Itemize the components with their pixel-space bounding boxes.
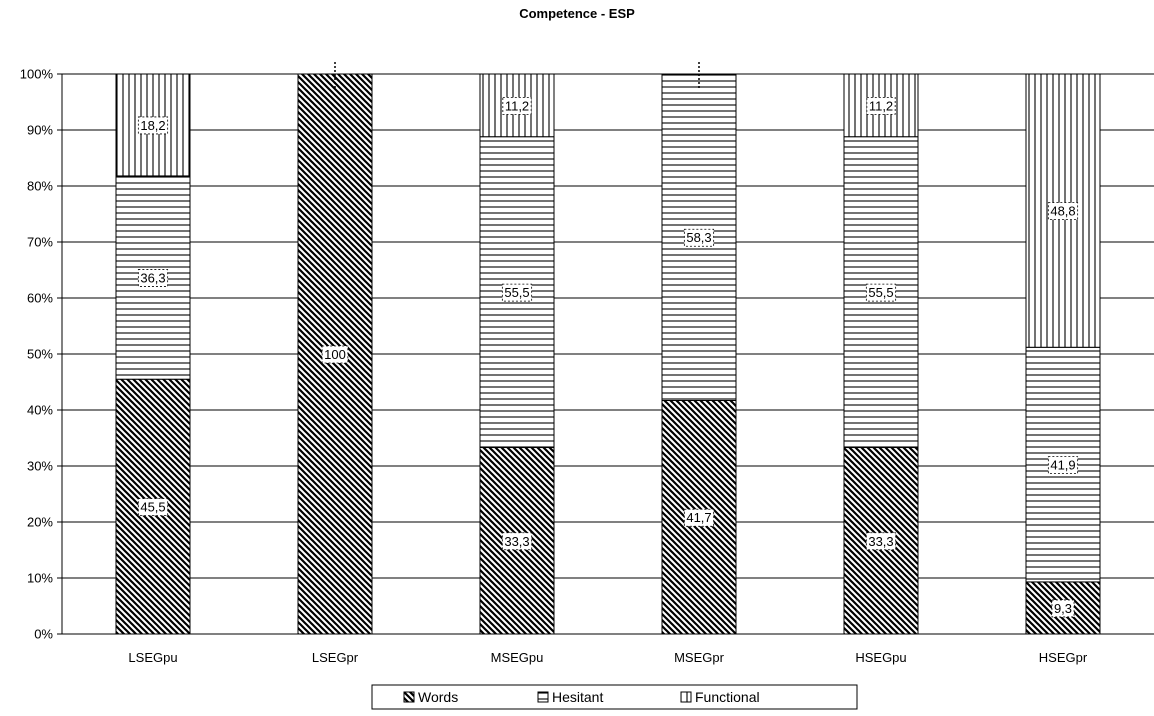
data-label-box <box>137 498 169 516</box>
data-label-text: 45,5 <box>140 500 165 515</box>
x-tick-label: MSEGpr <box>674 650 725 665</box>
legend-label: Words <box>418 689 458 705</box>
data-label: 18,2 <box>137 116 169 135</box>
data-label-box <box>866 96 896 115</box>
y-tick-label: 20% <box>27 515 53 530</box>
data-label-text: 18,2 <box>140 118 165 133</box>
data-label-text: 48,8 <box>1050 204 1075 219</box>
data-label-text: 11,2 <box>505 98 529 113</box>
data-label-text: 33,3 <box>504 534 529 549</box>
bar-segment-hesitant <box>661 73 737 401</box>
x-tick-label: LSEGpr <box>312 650 359 665</box>
data-label-text: 33,3 <box>868 534 893 549</box>
y-tick-label: 90% <box>27 123 53 138</box>
data-label-box <box>683 508 715 527</box>
data-label-text: 41,7 <box>686 510 711 525</box>
y-tick-label: 60% <box>27 291 53 306</box>
labels-layer: 45,5 36,3 18,2 100 33,3 55,5 11,2 41,7 58,3 33,3 5… <box>137 62 1079 618</box>
axis-layer: 0% 10% 20% 30% 40% 50% 60% 70% 80% 90% 100% LSEGpu L… <box>20 67 1154 665</box>
data-label: 11,2 <box>866 96 896 115</box>
y-tick-label: 10% <box>27 571 53 586</box>
x-tick-label: LSEGpu <box>128 650 177 665</box>
data-label: 100 <box>321 345 349 364</box>
data-label-text: 36,3 <box>140 271 165 286</box>
data-label: 45,5 <box>137 498 169 516</box>
data-label-text: 9,3 <box>1054 601 1072 616</box>
data-label-box <box>865 283 897 302</box>
data-label-box <box>865 532 897 551</box>
y-tick-label: 70% <box>27 235 53 250</box>
grid-layer <box>62 73 1154 635</box>
legend-box <box>371 684 858 710</box>
data-label-box <box>502 96 532 115</box>
data-label: 48,8 <box>1047 202 1079 221</box>
data-label: 41,9 <box>1047 456 1079 475</box>
data-label: 55,5 <box>865 283 897 302</box>
data-label: 33,3 <box>501 532 533 551</box>
data-label-box <box>137 269 169 287</box>
data-label-box <box>501 283 533 302</box>
legend-label: Functional <box>695 689 760 705</box>
x-tick-label: HSEGpr <box>1039 650 1088 665</box>
data-label: 41,7 <box>683 508 715 527</box>
data-label-box <box>1047 202 1079 221</box>
data-label: 36,3 <box>137 269 169 287</box>
data-label-text: 58,3 <box>686 230 711 245</box>
x-tick-label: MSEGpu <box>491 650 544 665</box>
data-label-box <box>683 228 715 247</box>
data-label-box <box>137 116 169 135</box>
data-label: 9,3 <box>1051 599 1075 618</box>
data-label: 58,3 <box>683 228 715 247</box>
data-label-box <box>501 532 533 551</box>
y-tick-label: 30% <box>27 459 53 474</box>
data-label-box <box>1047 456 1079 475</box>
data-label-text: 41,9 <box>1050 458 1075 473</box>
y-tick-label: 80% <box>27 179 53 194</box>
legend-swatch-hesitant <box>537 691 549 703</box>
data-label-text: 55,5 <box>868 285 893 300</box>
data-label-box <box>321 345 349 364</box>
data-label: 11,2 <box>502 96 532 115</box>
legend: Words Hesitant Functional <box>371 684 858 710</box>
data-label-text: 55,5 <box>504 285 529 300</box>
legend-swatch-functional <box>680 691 692 703</box>
chart-title: Competence - ESP <box>519 6 635 21</box>
data-label: 33,3 <box>865 532 897 551</box>
data-label-text: 11,2 <box>869 98 893 113</box>
y-tick-label: 50% <box>27 347 53 362</box>
data-label-text: 100 <box>324 347 346 362</box>
y-tick-label: 0% <box>34 627 53 642</box>
legend-swatch-words <box>403 691 415 703</box>
x-tick-label: HSEGpu <box>855 650 906 665</box>
y-tick-label: 100% <box>20 67 54 82</box>
y-tick-label: 40% <box>27 403 53 418</box>
legend-label: Hesitant <box>552 689 603 705</box>
data-label: 55,5 <box>501 283 533 302</box>
data-label-box <box>1051 599 1075 618</box>
